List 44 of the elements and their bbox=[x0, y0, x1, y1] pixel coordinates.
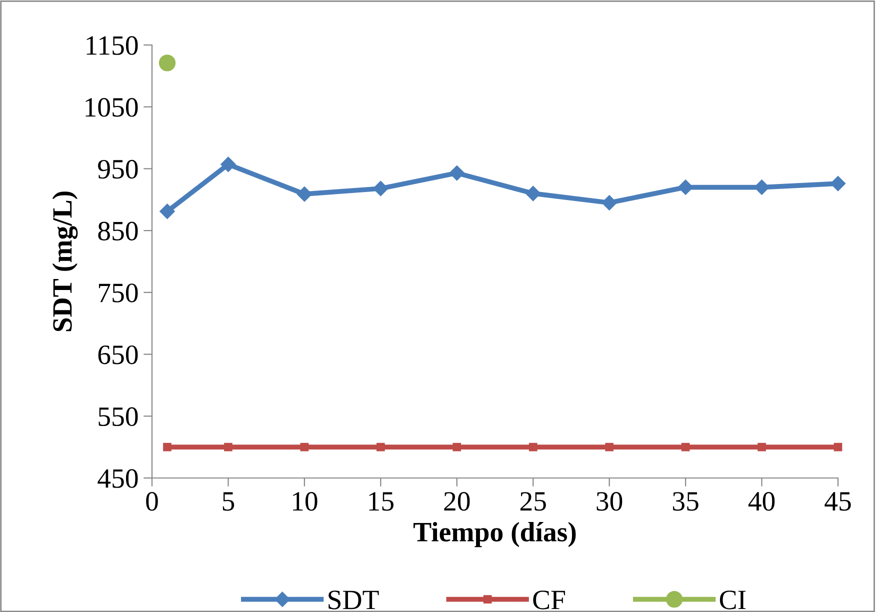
y-tick-label: 650 bbox=[98, 345, 138, 364]
point bbox=[526, 186, 541, 202]
point bbox=[605, 442, 614, 452]
point bbox=[754, 180, 770, 195]
point bbox=[220, 156, 236, 172]
point bbox=[296, 186, 312, 202]
y-tick-label: 750 bbox=[98, 284, 138, 302]
y-tick-label: 850 bbox=[98, 222, 138, 240]
x-tick-label: 45 bbox=[824, 492, 851, 511]
x-tick-label: 30 bbox=[596, 492, 622, 511]
x-tick-label: 10 bbox=[293, 492, 318, 511]
point bbox=[681, 442, 690, 452]
x-tick-label: 35 bbox=[672, 492, 698, 511]
x-axis-title: Tiempo (días) bbox=[414, 522, 576, 548]
point bbox=[834, 442, 842, 452]
point bbox=[373, 180, 388, 196]
legend-label: CI bbox=[720, 590, 746, 610]
x-tick-label: 40 bbox=[748, 492, 775, 511]
point bbox=[678, 180, 694, 195]
point bbox=[602, 195, 617, 210]
x-tick-label: 0 bbox=[146, 492, 158, 511]
x-tick-label: 5 bbox=[222, 492, 234, 511]
x-tick-label: 15 bbox=[369, 492, 394, 511]
point bbox=[758, 442, 766, 452]
y-tick-label: 550 bbox=[98, 407, 138, 426]
y-axis-title: SDT (mg/L) bbox=[52, 192, 78, 332]
legend-label: SDT bbox=[328, 590, 379, 610]
point bbox=[300, 442, 309, 452]
legend-label: CF bbox=[533, 590, 565, 610]
point bbox=[224, 442, 232, 452]
y-tick-label: 450 bbox=[98, 469, 138, 488]
y-tick-label: 950 bbox=[98, 160, 138, 179]
x-tick-label: 20 bbox=[444, 492, 470, 511]
point bbox=[158, 54, 176, 72]
point bbox=[528, 442, 538, 452]
point bbox=[163, 442, 172, 452]
point bbox=[452, 442, 462, 452]
y-tick-label: 1150 bbox=[86, 36, 138, 55]
point bbox=[830, 176, 846, 192]
point bbox=[160, 204, 175, 219]
y-tick-label: 1050 bbox=[86, 98, 138, 117]
point bbox=[376, 442, 385, 452]
x-tick-label: 25 bbox=[520, 492, 546, 511]
point bbox=[449, 165, 464, 181]
